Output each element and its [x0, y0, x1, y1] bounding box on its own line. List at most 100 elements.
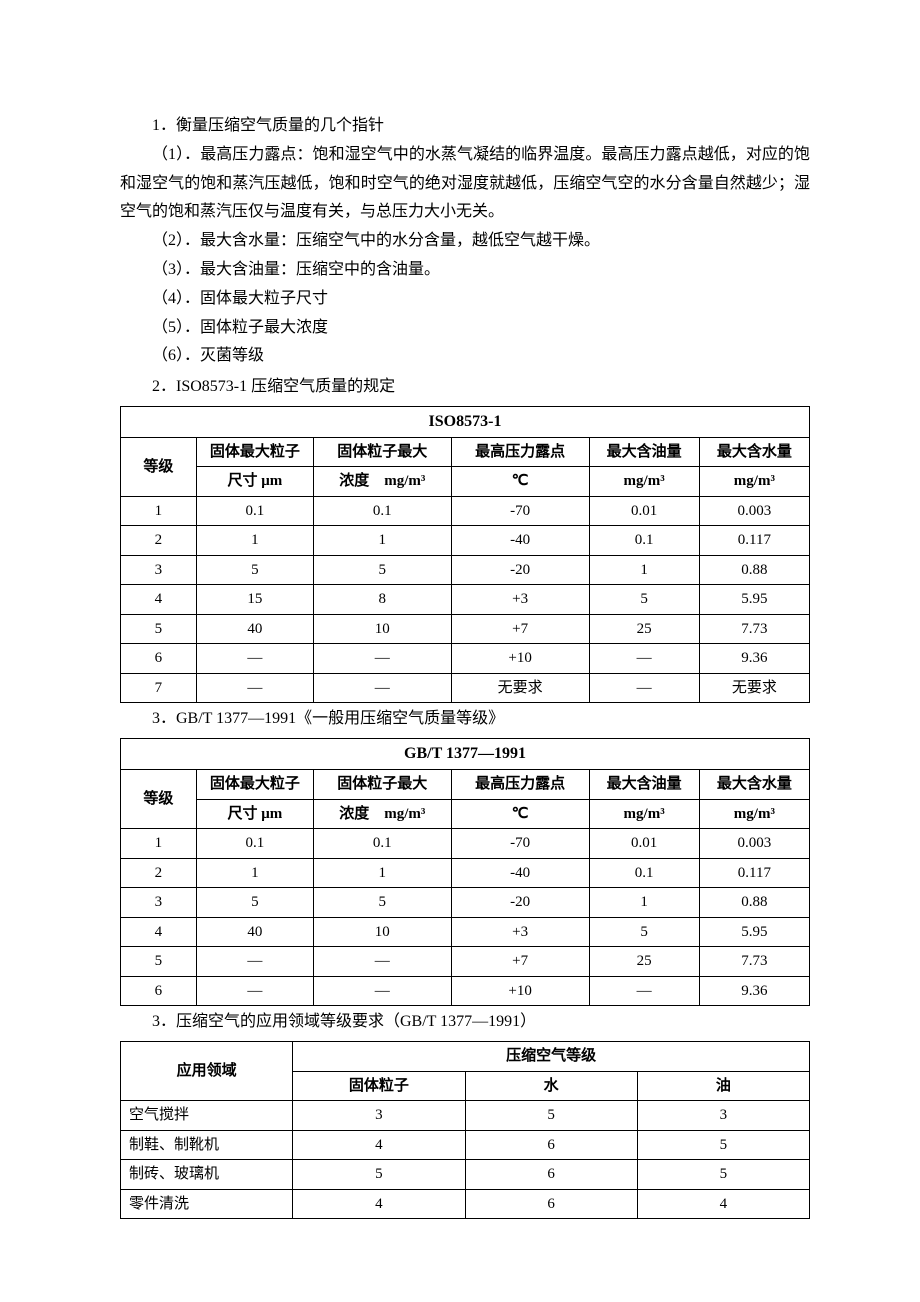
table2-h4b: mg/m³	[589, 799, 699, 829]
table1-h3a: 最高压力露点	[451, 437, 589, 467]
table-cell: 无要求	[451, 673, 589, 703]
table2-h3b: ℃	[451, 799, 589, 829]
table-cell: 0.01	[589, 829, 699, 859]
table-row: 10.10.1-700.010.003	[121, 496, 810, 526]
table2-h5b: mg/m³	[699, 799, 809, 829]
table-cell: +10	[451, 644, 589, 674]
table1-h5a: 最大含水量	[699, 437, 809, 467]
table1-h1b: 尺寸 μm	[196, 467, 313, 497]
table-cell: 5	[313, 888, 451, 918]
table3-h1: 固体粒子	[293, 1071, 465, 1101]
table-row: 空气搅拌353	[121, 1101, 810, 1131]
paragraph-3: （3）．最大含油量：压缩空中的含油量。	[120, 256, 810, 285]
table-cell: 10	[313, 614, 451, 644]
table2-h3a: 最高压力露点	[451, 770, 589, 800]
table-cell: +7	[451, 614, 589, 644]
table-cell: —	[313, 947, 451, 977]
table-cell: 0.1	[589, 526, 699, 556]
table-cell: 1	[313, 858, 451, 888]
table-cell: 5	[589, 585, 699, 615]
table3-h0: 应用领域	[121, 1042, 293, 1101]
table-cell: 6	[121, 644, 197, 674]
application-table: 应用领域 压缩空气等级 固体粒子 水 油 空气搅拌353制鞋、制靴机465制砖、…	[120, 1041, 810, 1219]
table-cell: 7.73	[699, 614, 809, 644]
table-cell: 零件清洗	[121, 1189, 293, 1219]
table1-h1a: 固体最大粒子	[196, 437, 313, 467]
table-row: 355-2010.88	[121, 555, 810, 585]
table2-title: GB/T 1377—1991	[121, 739, 810, 770]
table-cell: —	[196, 976, 313, 1006]
paragraph-6: （6）．灭菌等级	[120, 342, 810, 371]
table-cell: 1	[589, 555, 699, 585]
section-1-heading: 1．衡量压缩空气质量的几个指针	[120, 112, 810, 141]
table-cell: 10	[313, 917, 451, 947]
table-cell: 0.88	[699, 888, 809, 918]
table-row: 零件清洗464	[121, 1189, 810, 1219]
table-row: 4158+355.95	[121, 585, 810, 615]
table-cell: 6	[121, 976, 197, 1006]
table-cell: +10	[451, 976, 589, 1006]
table-cell: 制砖、玻璃机	[121, 1160, 293, 1190]
table-cell: 0.1	[313, 496, 451, 526]
table-cell: 7.73	[699, 947, 809, 977]
table2-h0: 等级	[121, 770, 197, 829]
table-cell: 1	[313, 526, 451, 556]
table-cell: 1	[196, 526, 313, 556]
table-cell: -70	[451, 496, 589, 526]
table-cell: 0.003	[699, 496, 809, 526]
table-cell: 5	[293, 1160, 465, 1190]
table3-hgroup: 压缩空气等级	[293, 1042, 810, 1072]
table-cell: -40	[451, 526, 589, 556]
table-cell: 1	[121, 829, 197, 859]
table-cell: 15	[196, 585, 313, 615]
table-cell: 5	[637, 1130, 809, 1160]
table-cell: 5	[196, 555, 313, 585]
table-cell: 4	[293, 1189, 465, 1219]
table-cell: —	[589, 644, 699, 674]
table-cell: 0.117	[699, 858, 809, 888]
table-cell: 0.1	[196, 496, 313, 526]
table1-h4b: mg/m³	[589, 467, 699, 497]
table-cell: 8	[313, 585, 451, 615]
table-cell: 6	[465, 1130, 637, 1160]
table-row: 10.10.1-700.010.003	[121, 829, 810, 859]
paragraph-2: （2）．最大含水量：压缩空气中的水分含量，越低空气越干燥。	[120, 227, 810, 256]
table-cell: 0.1	[313, 829, 451, 859]
table-cell: 0.117	[699, 526, 809, 556]
table-cell: —	[313, 673, 451, 703]
table-cell: +3	[451, 917, 589, 947]
table-cell: 6	[465, 1160, 637, 1190]
table-cell: 1	[121, 496, 197, 526]
table-cell: 3	[637, 1101, 809, 1131]
table-cell: —	[313, 976, 451, 1006]
table-row: 制鞋、制靴机465	[121, 1130, 810, 1160]
table-cell: —	[196, 673, 313, 703]
table-cell: 1	[196, 858, 313, 888]
table1-h5b: mg/m³	[699, 467, 809, 497]
table-cell: 5	[121, 947, 197, 977]
table-cell: 4	[637, 1189, 809, 1219]
table3-h3: 油	[637, 1071, 809, 1101]
table-cell: 空气搅拌	[121, 1101, 293, 1131]
table1-h2b: 浓度 mg/m³	[313, 467, 451, 497]
table-cell: 40	[196, 917, 313, 947]
table-row: 211-400.10.117	[121, 526, 810, 556]
table2-h1b: 尺寸 μm	[196, 799, 313, 829]
table-cell: 4	[293, 1130, 465, 1160]
table-cell: 4	[121, 585, 197, 615]
table1-h3b: ℃	[451, 467, 589, 497]
table-cell: -20	[451, 555, 589, 585]
table-cell: 2	[121, 526, 197, 556]
table-cell: —	[196, 644, 313, 674]
table-cell: 25	[589, 947, 699, 977]
section-4-heading: 3．压缩空气的应用领域等级要求（GB/T 1377—1991）	[120, 1008, 810, 1037]
table1-h4a: 最大含油量	[589, 437, 699, 467]
section-2-heading: 2．ISO8573-1 压缩空气质量的规定	[120, 373, 810, 402]
paragraph-1: （1）．最高压力露点：饱和湿空气中的水蒸气凝结的临界温度。最高压力露点越低，对应…	[120, 141, 810, 227]
table2-h2b: 浓度 mg/m³	[313, 799, 451, 829]
table-cell: 25	[589, 614, 699, 644]
table-cell: 5	[637, 1160, 809, 1190]
paragraph-4: （4）．固体最大粒子尺寸	[120, 285, 810, 314]
table-cell: 5	[196, 888, 313, 918]
table-row: 211-400.10.117	[121, 858, 810, 888]
